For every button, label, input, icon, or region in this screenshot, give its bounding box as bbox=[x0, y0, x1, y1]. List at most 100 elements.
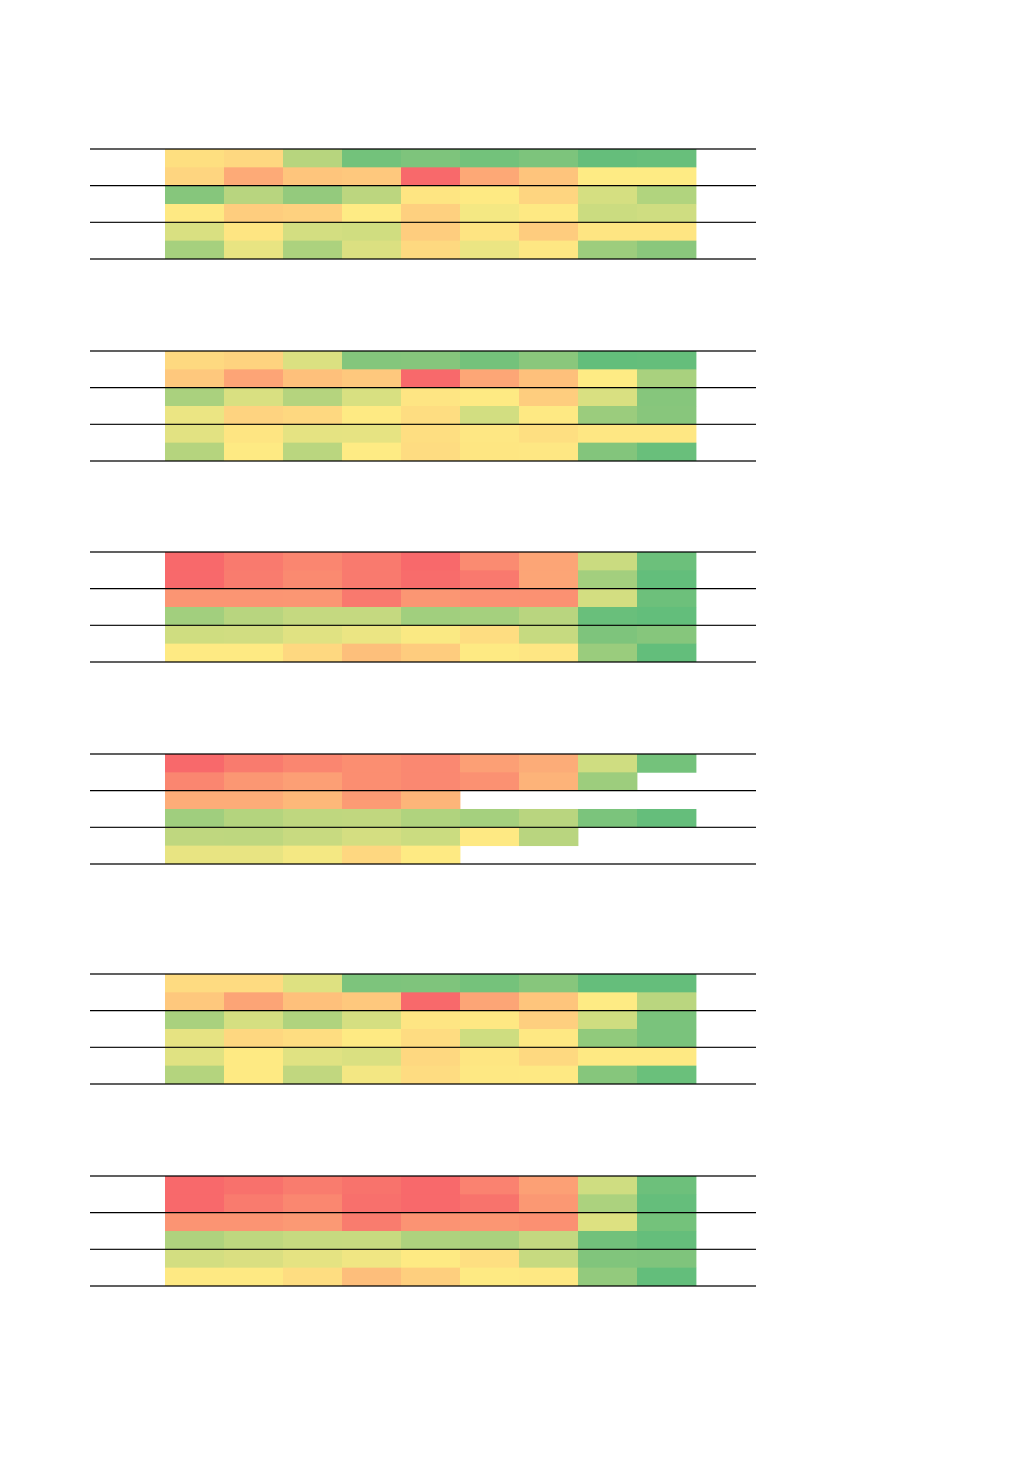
heatmap-cell bbox=[165, 1176, 225, 1195]
heatmap-cell bbox=[165, 570, 225, 590]
heatmap-cell bbox=[519, 772, 579, 792]
heatmap-cell bbox=[460, 625, 520, 645]
heatmap-cell bbox=[283, 1010, 343, 1030]
heatmap-cell bbox=[401, 1249, 461, 1269]
heatmap-cell bbox=[401, 167, 461, 187]
heatmap-cell bbox=[165, 1028, 225, 1048]
heatmap-cell bbox=[342, 570, 402, 590]
heatmap-cell bbox=[578, 643, 638, 663]
heatmap-cell bbox=[283, 570, 343, 590]
heatmap-cell bbox=[637, 625, 697, 645]
heatmap-cell bbox=[401, 808, 461, 828]
heatmap-cell bbox=[401, 1230, 461, 1250]
heatmap-cell bbox=[283, 588, 343, 608]
heatmap-cell bbox=[342, 1010, 402, 1030]
heatmap-cell bbox=[224, 351, 284, 370]
heatmap-cell bbox=[224, 1267, 284, 1287]
heatmap-cell bbox=[401, 790, 461, 810]
heatmap-cell bbox=[519, 185, 579, 205]
heatmap-cell bbox=[283, 369, 343, 389]
heatmap-cell bbox=[460, 588, 520, 608]
heatmap-cell bbox=[637, 754, 697, 773]
heatmap-cell bbox=[460, 754, 520, 773]
heatmap-cell bbox=[342, 1194, 402, 1214]
heatmap-cell bbox=[224, 1194, 284, 1214]
heatmap-cell bbox=[637, 203, 697, 223]
heatmap-cell bbox=[283, 992, 343, 1012]
heatmap-cell bbox=[637, 167, 697, 187]
heatmap-cell bbox=[342, 185, 402, 205]
heatmap-cell bbox=[637, 1028, 697, 1048]
heatmap-cell bbox=[342, 222, 402, 242]
heatmap-cell bbox=[165, 167, 225, 187]
heatmap-cell bbox=[401, 369, 461, 389]
heatmap-cell bbox=[637, 405, 697, 425]
heatmap-cell bbox=[283, 606, 343, 626]
heatmap-cell bbox=[401, 772, 461, 792]
heatmap-cell bbox=[519, 240, 579, 260]
heatmap-cell bbox=[165, 992, 225, 1012]
heatmap-cell bbox=[342, 827, 402, 847]
heatmap-cell bbox=[401, 1176, 461, 1195]
heatmap-cell bbox=[401, 1028, 461, 1048]
heatmap-cell bbox=[401, 1047, 461, 1067]
heatmap-cell bbox=[519, 351, 579, 370]
heatmap-cell bbox=[342, 974, 402, 993]
heatmap-cell bbox=[578, 772, 638, 792]
heatmap-cell bbox=[401, 606, 461, 626]
heatmap-cell bbox=[165, 827, 225, 847]
heatmap-cell bbox=[460, 203, 520, 223]
heatmap-panel bbox=[90, 551, 756, 663]
heatmap-cell bbox=[519, 424, 579, 444]
heatmap-cell bbox=[283, 185, 343, 205]
heatmap-cell bbox=[165, 625, 225, 645]
heatmap-cell bbox=[165, 203, 225, 223]
heatmap-cell bbox=[460, 1010, 520, 1030]
heatmap-cell bbox=[342, 149, 402, 168]
heatmap-cell bbox=[165, 351, 225, 370]
heatmap-cell bbox=[637, 606, 697, 626]
heatmap-cell bbox=[342, 1212, 402, 1232]
heatmap-cell bbox=[224, 167, 284, 187]
heatmap-cell bbox=[165, 1047, 225, 1067]
heatmap-cell bbox=[283, 845, 343, 865]
heatmap-cell bbox=[401, 1065, 461, 1085]
heatmap-cell bbox=[578, 149, 638, 168]
heatmap-cell bbox=[401, 1010, 461, 1030]
heatmap-cell bbox=[519, 625, 579, 645]
heatmap-cell bbox=[224, 149, 284, 168]
heatmap-cell bbox=[283, 827, 343, 847]
heatmap-cell bbox=[342, 424, 402, 444]
heatmap-cell bbox=[460, 167, 520, 187]
heatmap-cell bbox=[342, 772, 402, 792]
heatmap-cell bbox=[224, 845, 284, 865]
heatmap-cell bbox=[578, 588, 638, 608]
heatmap-cell bbox=[460, 1230, 520, 1250]
heatmap-cell bbox=[165, 1212, 225, 1232]
heatmap-cell bbox=[342, 405, 402, 425]
heatmap-cell bbox=[342, 625, 402, 645]
heatmap-cell bbox=[224, 790, 284, 810]
heatmap-cell bbox=[342, 1028, 402, 1048]
heatmap-cell bbox=[578, 351, 638, 370]
heatmap-cell bbox=[224, 185, 284, 205]
heatmap-cell bbox=[637, 1212, 697, 1232]
heatmap-cell bbox=[283, 1212, 343, 1232]
heatmap-cell bbox=[460, 808, 520, 828]
heatmap-cell bbox=[578, 369, 638, 389]
heatmap-cell bbox=[165, 369, 225, 389]
heatmap-cell bbox=[460, 424, 520, 444]
heatmap-cell bbox=[460, 1194, 520, 1214]
heatmap-cell bbox=[224, 222, 284, 242]
heatmap-cell bbox=[460, 1267, 520, 1287]
heatmap-cell bbox=[224, 606, 284, 626]
heatmap-cell bbox=[401, 185, 461, 205]
heatmap-cell bbox=[342, 167, 402, 187]
heatmap-cell bbox=[224, 405, 284, 425]
heatmap-cell bbox=[637, 1010, 697, 1030]
heatmap-cell bbox=[519, 808, 579, 828]
heatmap-cell bbox=[401, 588, 461, 608]
heatmap-cell bbox=[578, 222, 638, 242]
